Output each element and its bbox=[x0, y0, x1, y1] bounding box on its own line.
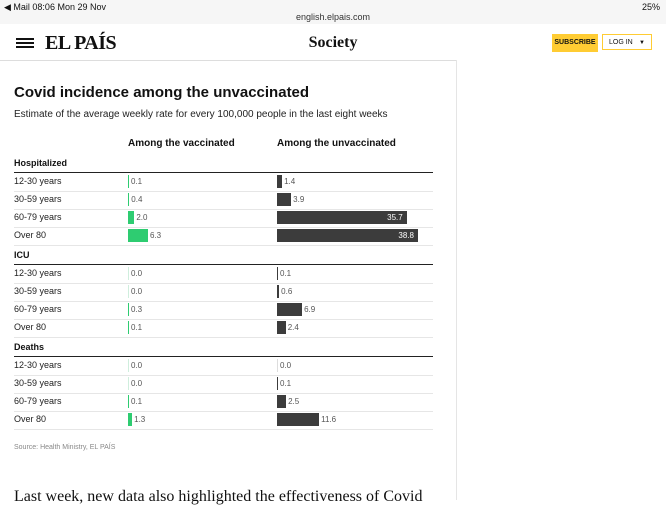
bar-unvaccinated bbox=[277, 175, 283, 188]
value-label-unvaccinated: 35.7 bbox=[387, 213, 403, 222]
chart-row: 60-79 years 2.0 35.7 bbox=[14, 209, 433, 228]
col-header-unvaccinated: Among the unvaccinated bbox=[277, 138, 396, 149]
status-left: ◀ Mail 08:06 Mon 29 Nov bbox=[4, 2, 106, 12]
value-label-unvaccinated: 1.4 bbox=[284, 177, 296, 186]
bar-vaccinated bbox=[128, 321, 129, 334]
group-divider bbox=[14, 356, 433, 357]
value-label-vaccinated: 0.0 bbox=[131, 361, 143, 370]
bar-unvaccinated bbox=[277, 211, 407, 224]
group-label-hospitalized: Hospitalized bbox=[14, 158, 68, 168]
battery-indicator: 25% bbox=[641, 2, 660, 12]
value-label-unvaccinated: 11.6 bbox=[321, 415, 337, 424]
value-label-vaccinated: 6.3 bbox=[150, 231, 162, 240]
chart-row: 60-79 years 0.1 2.5 bbox=[14, 393, 433, 412]
bar-vaccinated bbox=[128, 413, 133, 426]
value-label-vaccinated: 0.1 bbox=[131, 323, 143, 332]
value-label-unvaccinated: 2.5 bbox=[288, 397, 300, 406]
article-paragraph: Last week, new data also highlighted the… bbox=[14, 488, 423, 505]
chart-row: 30-59 years 0.4 3.9 bbox=[14, 191, 433, 210]
value-label-vaccinated: 0.1 bbox=[131, 397, 143, 406]
bar-unvaccinated bbox=[277, 285, 280, 298]
category-label: Over 80 bbox=[14, 230, 47, 240]
group-divider bbox=[14, 172, 433, 173]
value-label-vaccinated: 0.4 bbox=[131, 195, 143, 204]
category-label: Over 80 bbox=[14, 414, 47, 424]
site-header: EL PAÍS Society SUBSCRIBE LOG IN ▼ bbox=[0, 24, 666, 61]
site-logo[interactable]: EL PAÍS bbox=[45, 32, 117, 54]
chart-row: 12-30 years 0.0 0.0 bbox=[14, 357, 433, 376]
login-button[interactable]: LOG IN ▼ bbox=[602, 34, 652, 50]
category-label: Over 80 bbox=[14, 322, 47, 332]
value-label-unvaccinated: 2.4 bbox=[287, 323, 299, 332]
category-label: 12-30 years bbox=[14, 268, 62, 278]
chart-row: 30-59 years 0.0 0.6 bbox=[14, 283, 433, 302]
group-divider bbox=[14, 264, 433, 265]
chart-row: 12-30 years 0.1 1.4 bbox=[14, 173, 433, 192]
category-label: 60-79 years bbox=[14, 304, 62, 314]
bar-vaccinated bbox=[128, 267, 129, 280]
chart-subtitle: Estimate of the average weekly rate for … bbox=[14, 109, 388, 120]
bar-vaccinated bbox=[128, 359, 129, 372]
category-label: 30-59 years bbox=[14, 378, 62, 388]
chart-title: Covid incidence among the unvaccinated bbox=[14, 84, 310, 101]
chart-row: 12-30 years 0.0 0.1 bbox=[14, 265, 433, 284]
value-label-unvaccinated: 3.9 bbox=[293, 195, 305, 204]
category-label: 60-79 years bbox=[14, 396, 62, 406]
category-label: 12-30 years bbox=[14, 176, 62, 186]
value-label-vaccinated: 0.0 bbox=[131, 379, 143, 388]
value-label-unvaccinated: 0.6 bbox=[281, 287, 293, 296]
chevron-down-icon: ▼ bbox=[639, 40, 645, 46]
value-label-unvaccinated: 0.1 bbox=[280, 269, 292, 278]
group-label-deaths: Deaths bbox=[14, 342, 45, 352]
category-label: 60-79 years bbox=[14, 212, 62, 222]
value-label-vaccinated: 0.3 bbox=[131, 305, 143, 314]
value-label-vaccinated: 2.0 bbox=[136, 213, 148, 222]
bar-vaccinated bbox=[128, 175, 129, 188]
bar-unvaccinated bbox=[277, 193, 292, 206]
bar-vaccinated bbox=[128, 395, 129, 408]
value-label-vaccinated: 0.0 bbox=[131, 287, 143, 296]
bar-unvaccinated bbox=[277, 377, 278, 390]
bar-vaccinated bbox=[128, 377, 129, 390]
chart-row: Over 80 1.3 11.6 bbox=[14, 411, 433, 430]
bar-unvaccinated bbox=[277, 413, 320, 426]
chart-row: Over 80 6.3 38.8 bbox=[14, 227, 433, 246]
value-label-unvaccinated: 38.8 bbox=[398, 231, 414, 240]
bar-vaccinated bbox=[128, 211, 135, 224]
value-label-vaccinated: 0.1 bbox=[131, 177, 143, 186]
category-label: 12-30 years bbox=[14, 360, 62, 370]
bar-vaccinated bbox=[128, 303, 129, 316]
bar-unvaccinated bbox=[277, 267, 278, 280]
bar-unvaccinated bbox=[277, 321, 286, 334]
chart-row: 30-59 years 0.0 0.1 bbox=[14, 375, 433, 394]
bar-vaccinated bbox=[128, 285, 129, 298]
bar-unvaccinated bbox=[277, 229, 418, 242]
group-label-icu: ICU bbox=[14, 250, 30, 260]
bar-unvaccinated bbox=[277, 395, 287, 408]
bar-vaccinated bbox=[128, 229, 148, 242]
value-label-unvaccinated: 0.1 bbox=[280, 379, 292, 388]
value-label-unvaccinated: 6.9 bbox=[304, 305, 316, 314]
bar-unvaccinated bbox=[277, 303, 303, 316]
url-bar[interactable]: english.elpais.com bbox=[295, 12, 371, 22]
ios-status-bar: ◀ Mail 08:06 Mon 29 Nov english.elpais.c… bbox=[0, 0, 666, 24]
chart-row: 60-79 years 0.3 6.9 bbox=[14, 301, 433, 320]
col-header-vaccinated: Among the vaccinated bbox=[128, 138, 235, 149]
bar-vaccinated bbox=[128, 193, 130, 206]
chart-source: Source: Health Ministry, EL PAÍS bbox=[14, 444, 116, 451]
bar-unvaccinated bbox=[277, 359, 278, 372]
value-label-unvaccinated: 0.0 bbox=[280, 361, 292, 370]
category-label: 30-59 years bbox=[14, 194, 62, 204]
value-label-vaccinated: 1.3 bbox=[134, 415, 146, 424]
menu-icon[interactable] bbox=[16, 38, 34, 48]
category-label: 30-59 years bbox=[14, 286, 62, 296]
right-sidebar bbox=[456, 60, 666, 500]
article-main: Covid incidence among the unvaccinated E… bbox=[0, 60, 456, 505]
section-title[interactable]: Society bbox=[308, 34, 358, 51]
chart-row: Over 80 0.1 2.4 bbox=[14, 319, 433, 338]
value-label-vaccinated: 0.0 bbox=[131, 269, 143, 278]
login-label: LOG IN bbox=[609, 39, 633, 46]
subscribe-button[interactable]: SUBSCRIBE bbox=[552, 34, 598, 52]
